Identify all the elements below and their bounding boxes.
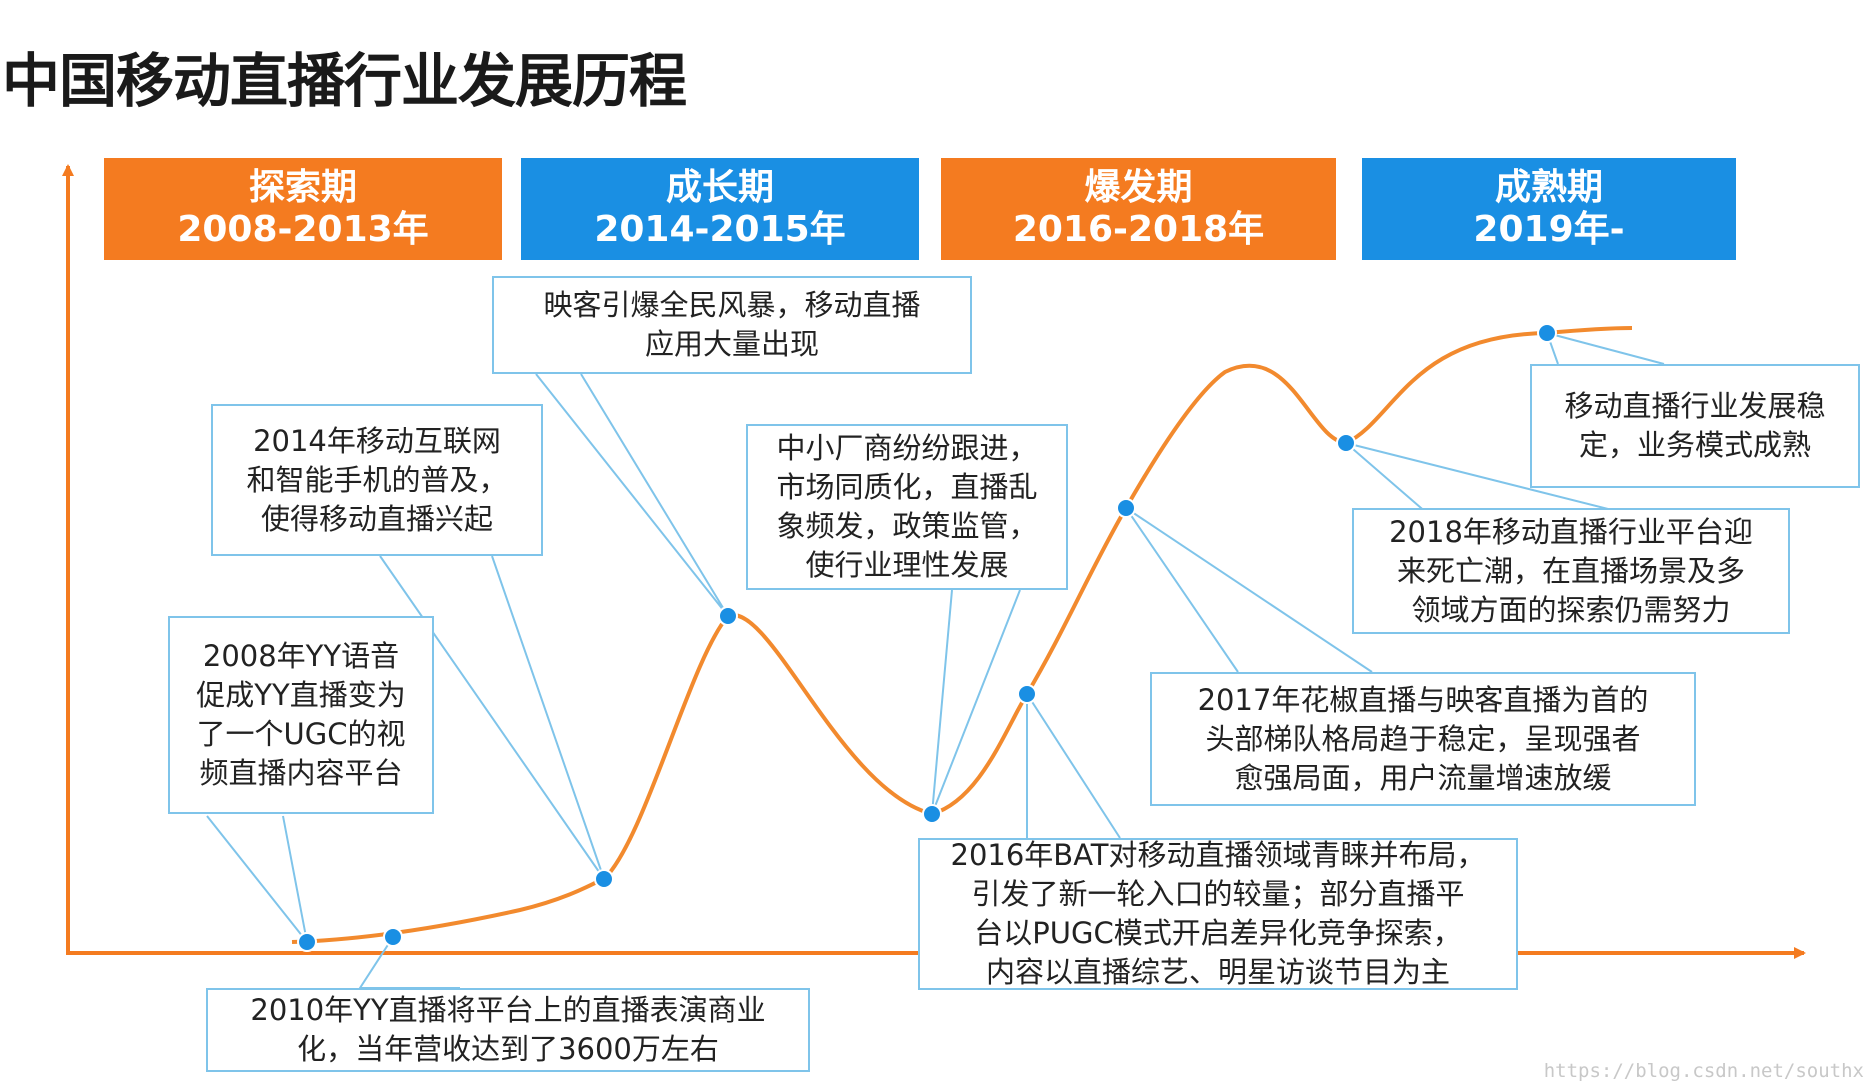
event-note-mobile-2014: 2014年移动互联网 和智能手机的普及， 使得移动直播兴起 [211,404,543,556]
phase-years: 2014-2015年 [594,209,846,250]
connector-stable [1545,331,1665,365]
phase-years: 2019年- [1473,209,1625,250]
connector-inke [535,373,729,617]
phase-name: 探索期 [248,167,357,208]
event-text: 2010年YY直播将平台上的直播表演商业 化，当年营收达到了3600万左右 [250,993,766,1066]
connector-huajiao-2017 [1125,507,1373,673]
point-2010 [383,927,403,947]
event-text: 2018年移动直播行业平台迎 来死亡潮，在直播场景及多 领域方面的探索仍需努力 [1389,514,1753,627]
event-note-bat-2016: 2016年BAT对移动直播领域青睐并布局， 引发了新一轮入口的较量；部分直播平 … [918,838,1518,990]
point-2016 [1017,684,1037,704]
event-note-yy-2010: 2010年YY直播将平台上的直播表演商业 化，当年营收达到了3600万左右 [206,988,810,1072]
phase-exploration: 探索期 2008-2013年 [104,158,502,260]
event-note-stable: 移动直播行业发展稳 定，业务模式成熟 [1530,364,1860,488]
event-text: 2017年花椒直播与映客直播为首的 头部梯队格局趋于稳定，呈现强者 愈强局面，用… [1197,682,1649,795]
phase-name: 成长期 [665,167,774,208]
event-text: 映客引爆全民风暴，移动直播 应用大量出现 [543,288,921,361]
event-text: 2008年YY语音 促成YY直播变为 了一个UGC的视 频直播内容平台 [196,639,406,790]
point-2018 [1336,433,1356,453]
event-text: 中小厂商纷纷跟进， 市场同质化，直播乱 象频发，政策监管， 使行业理性发展 [776,431,1038,582]
phase-growth: 成长期 2014-2015年 [521,158,919,260]
point-2019 [1537,323,1557,343]
phase-years: 2016-2018年 [1012,209,1265,250]
point-2008 [297,932,317,952]
event-note-yy-2008: 2008年YY语音 促成YY直播变为 了一个UGC的视 频直播内容平台 [168,616,434,814]
event-note-huajiao-2017: 2017年花椒直播与映客直播为首的 头部梯队格局趋于稳定，呈现强者 愈强局面，用… [1150,672,1696,806]
page-title: 中国移动直播行业发展历程 [2,47,687,115]
event-text: 2016年BAT对移动直播领域青睐并布局， 引发了新一轮入口的较量；部分直播平 … [950,838,1486,989]
phase-years: 2008-2013年 [177,209,429,250]
connector-bat-2016 [1026,690,1121,839]
phase-name: 爆发期 [1084,167,1193,208]
phase-explosion: 爆发期 2016-2018年 [941,158,1336,260]
phase-name: 成熟期 [1494,167,1603,208]
event-text: 2014年移动互联网 和智能手机的普及， 使得移动直播兴起 [246,423,508,536]
point-2014 [594,869,614,889]
connector-yy-2010 [358,936,460,989]
watermark: https://blog.csdn.net/southx [1543,1060,1864,1082]
event-note-homogeneous: 中小厂商纷纷跟进， 市场同质化，直播乱 象频发，政策监管， 使行业理性发展 [746,424,1068,590]
event-text: 移动直播行业发展稳 定，业务模式成熟 [1564,389,1826,462]
connector-yy-2008 [206,815,308,943]
event-note-death-2018: 2018年移动直播行业平台迎 来死亡潮，在直播场景及多 领域方面的探索仍需努力 [1352,508,1790,634]
timeline-points [297,323,1557,952]
event-note-inke: 映客引爆全民风暴，移动直播 应用大量出现 [492,276,972,374]
point-2017 [1116,498,1136,518]
phase-maturity: 成熟期 2019年- [1362,158,1736,260]
point-trough [922,804,942,824]
point-inke [718,606,738,626]
